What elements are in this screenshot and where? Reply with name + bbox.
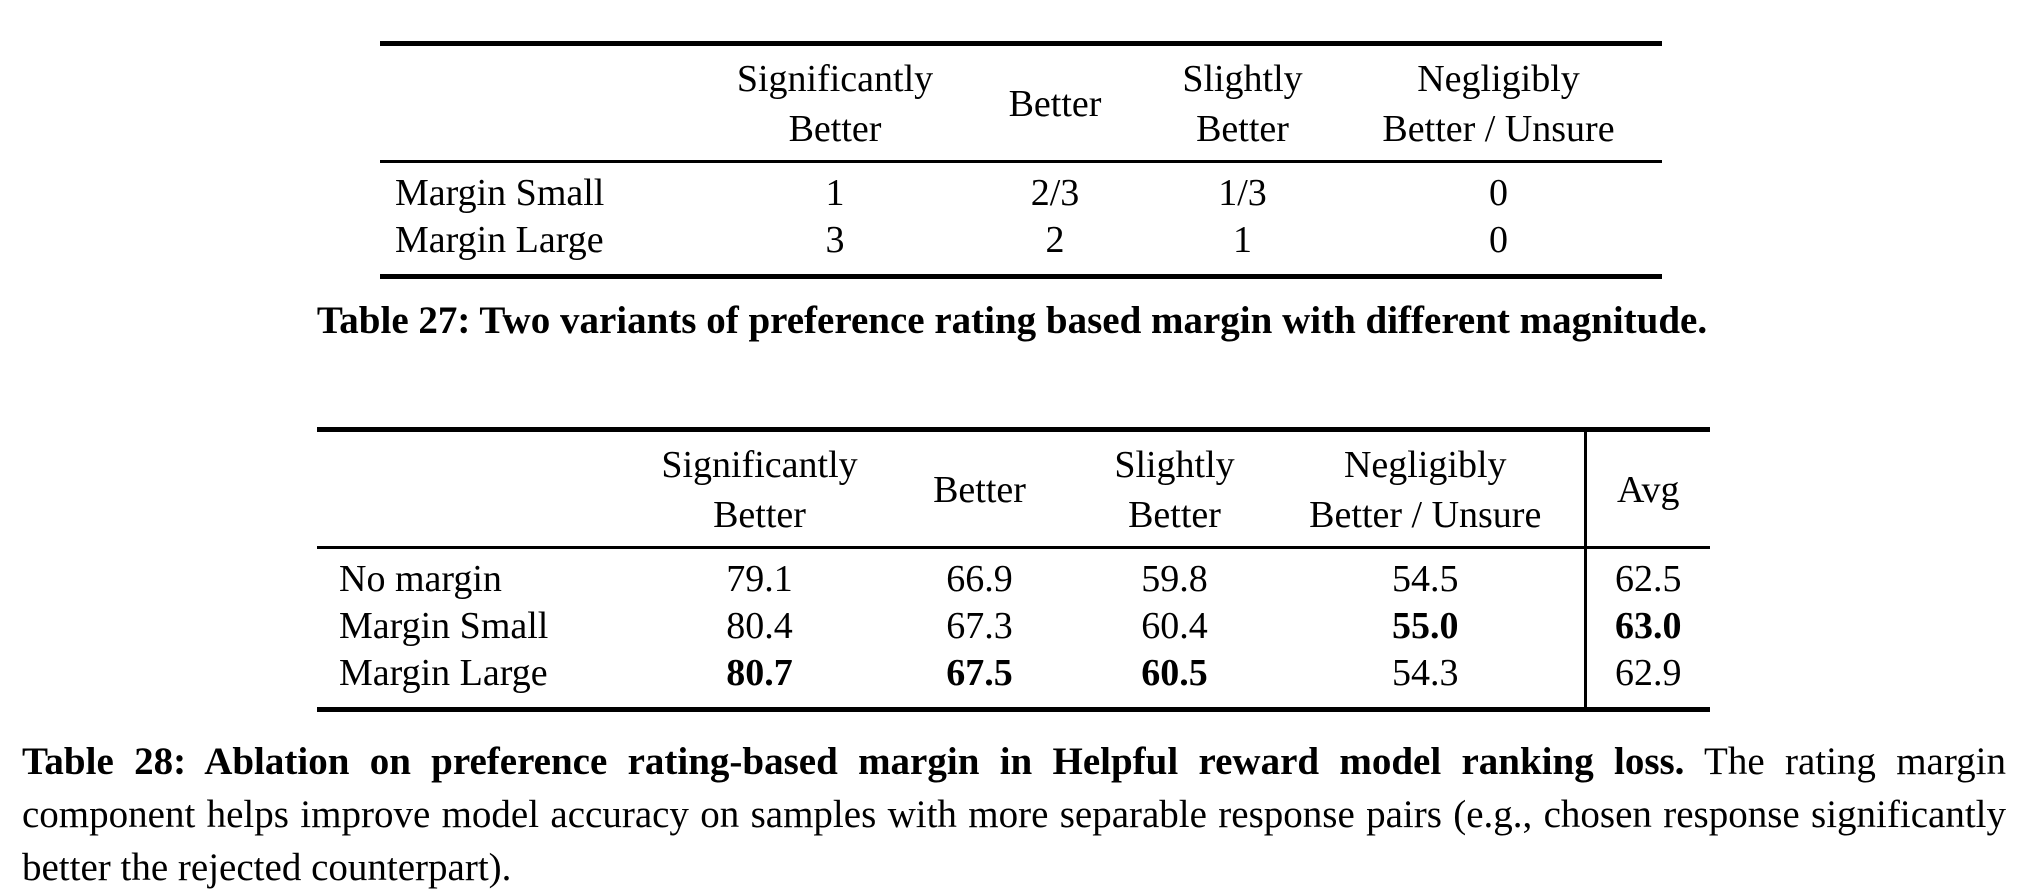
table-27-header-row: Significantly Better Better Slightly Bet…: [380, 43, 1662, 163]
table-27: Significantly Better Better Slightly Bet…: [380, 41, 1662, 279]
column-header-significantly-better: Significantly Better: [710, 43, 960, 163]
table-cell: 1: [1233, 219, 1252, 261]
row-label: Margin Small: [339, 605, 549, 647]
column-header-slightly-better: Slightly Better: [1082, 429, 1267, 549]
table-28: Significantly Better Better Slightly Bet…: [317, 427, 1710, 712]
table-28-grid: Significantly Better Better Slightly Bet…: [317, 427, 1710, 712]
table-cell: 0: [1489, 172, 1508, 214]
table-cell: 0: [1489, 219, 1508, 261]
empty-header-cell: [380, 43, 710, 163]
table-row-margin-small: Margin Small 1 2/3 1/3 0: [380, 162, 1662, 218]
header-line: Negligibly: [1417, 58, 1580, 100]
header-line: Avg: [1616, 469, 1680, 511]
table-cell: 1: [825, 172, 845, 214]
table-28-caption: Table 28: Ablation on preference rating-…: [22, 735, 2006, 894]
table-cell: 67.3: [946, 605, 1013, 647]
table-28-caption-text: The rating margin component helps improv…: [22, 740, 2006, 889]
header-line: Better: [1196, 108, 1289, 150]
table-cell: 80.7: [726, 652, 793, 694]
header-line: Better / Unsure: [1382, 108, 1615, 150]
empty-header-cell: [317, 429, 642, 549]
header-line: Slightly: [1114, 444, 1235, 486]
column-header-better: Better: [877, 429, 1082, 549]
table-cell: 80.4: [726, 605, 793, 647]
table-28-header-row: Significantly Better Better Slightly Bet…: [317, 429, 1710, 549]
table-27-caption: Table 27: Two variants of preference rat…: [0, 296, 2024, 346]
header-line: Better: [1008, 83, 1102, 125]
table-cell: 54.3: [1392, 652, 1459, 694]
table-cell: 67.5: [946, 652, 1013, 694]
table-27-caption-text: Table 27: Two variants of preference rat…: [316, 299, 1708, 342]
table-cell: 2: [1045, 219, 1065, 261]
header-line: Better: [933, 469, 1026, 511]
table-28-caption-bold: Table 28: Ablation on preference rating-…: [22, 740, 1685, 783]
header-line: Better: [1128, 494, 1221, 536]
table-cell: 3: [825, 219, 845, 261]
table-row-margin-large: Margin Large 80.7 67.5 60.5 54.3 62.9: [317, 650, 1710, 710]
row-label: Margin Small: [395, 172, 605, 214]
column-header-slightly-better: Slightly Better: [1150, 43, 1335, 163]
table-cell: 2/3: [1030, 172, 1080, 214]
column-header-negligibly-better: Negligibly Better / Unsure: [1335, 43, 1662, 163]
table-cell: 79.1: [726, 558, 793, 600]
row-label: Margin Large: [339, 652, 548, 694]
table-row-no-margin: No margin 79.1 66.9 59.8 54.5 62.5: [317, 547, 1710, 603]
table-cell: 59.8: [1141, 558, 1208, 600]
table-cell: 60.4: [1141, 605, 1208, 647]
header-line: Negligibly: [1343, 444, 1507, 486]
header-line: Slightly: [1182, 58, 1303, 100]
table-cell: 60.5: [1141, 652, 1208, 694]
table-cell: 66.9: [946, 558, 1013, 600]
header-line: Better: [713, 494, 806, 536]
avg-cell: 62.5: [1583, 547, 1710, 603]
column-header-negligibly-better: Negligibly Better / Unsure: [1267, 429, 1585, 549]
table-cell: 1/3: [1218, 172, 1267, 214]
header-line: Better / Unsure: [1309, 494, 1542, 536]
header-line: Significantly: [661, 444, 858, 486]
table-27-grid: Significantly Better Better Slightly Bet…: [380, 41, 1662, 279]
header-line: Significantly: [736, 58, 934, 100]
row-label: No margin: [339, 558, 502, 600]
column-header-avg: Avg: [1583, 429, 1710, 549]
column-header-significantly-better: Significantly Better: [642, 429, 877, 549]
avg-cell: 62.9: [1583, 650, 1710, 710]
table-cell: 55.0: [1392, 605, 1459, 647]
table-row-margin-small: Margin Small 80.4 67.3 60.4 55.0 63.0: [317, 603, 1710, 650]
avg-cell: 63.0: [1583, 603, 1710, 650]
table-cell: 54.5: [1392, 558, 1459, 600]
header-line: Better: [788, 108, 882, 150]
column-header-better: Better: [960, 43, 1150, 163]
row-label: Margin Large: [395, 219, 604, 261]
table-row-margin-large: Margin Large 3 2 1 0: [380, 217, 1662, 277]
